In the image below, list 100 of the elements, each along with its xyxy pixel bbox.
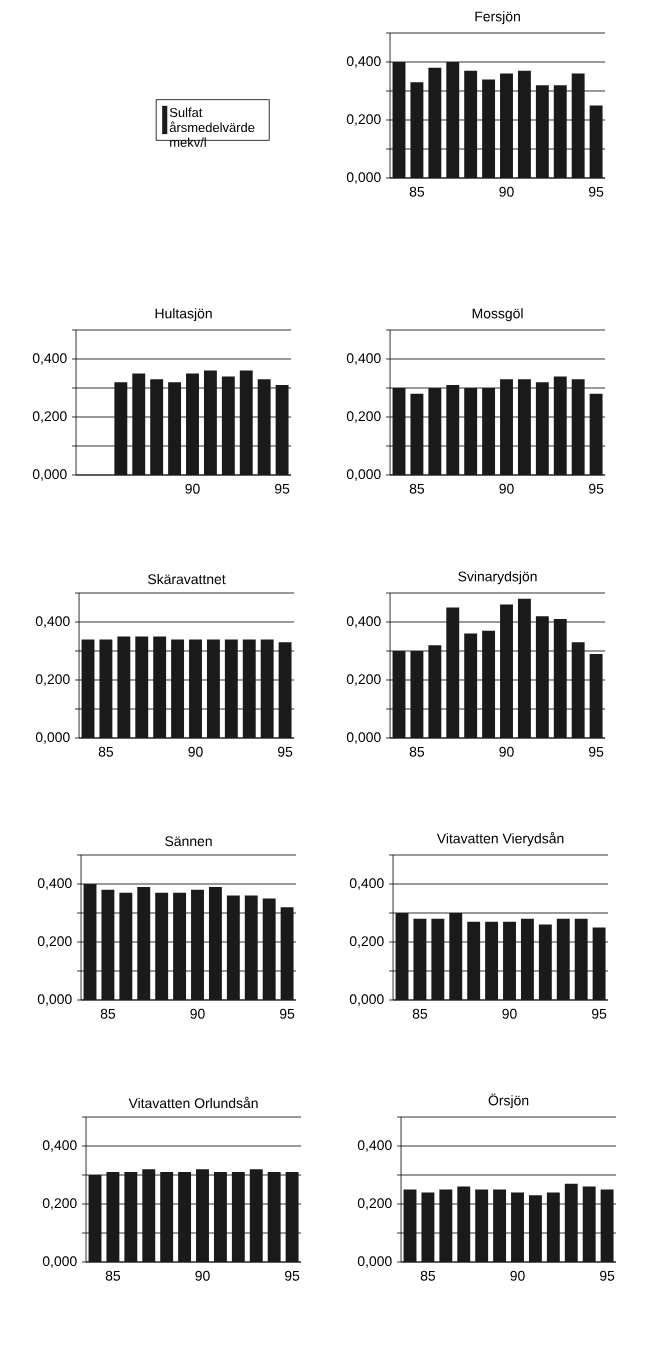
bar bbox=[428, 387, 442, 475]
x-tick-label: 90 bbox=[499, 746, 514, 757]
y-tick-label: 0,400 bbox=[37, 878, 72, 890]
bar bbox=[410, 82, 424, 178]
x-tick-label: 95 bbox=[279, 1008, 295, 1019]
bar bbox=[538, 924, 552, 1000]
bar bbox=[446, 385, 460, 475]
y-tick-label: 0,400 bbox=[346, 56, 381, 68]
bar bbox=[403, 1189, 417, 1262]
bar bbox=[482, 630, 496, 738]
bar bbox=[244, 895, 258, 1000]
x-tick-label: 85 bbox=[409, 483, 425, 494]
x-tick-label: 95 bbox=[591, 1008, 607, 1019]
bar bbox=[439, 1189, 453, 1262]
bar bbox=[410, 393, 424, 475]
bar bbox=[482, 79, 496, 178]
y-tick-label: 0,200 bbox=[37, 936, 72, 948]
bar bbox=[546, 1192, 560, 1262]
y-tick-label: 0,200 bbox=[32, 411, 67, 423]
chart-title: Skäravattnet bbox=[148, 573, 226, 585]
y-tick-label: 0,200 bbox=[42, 1198, 77, 1210]
bar bbox=[191, 889, 204, 1000]
bar bbox=[446, 61, 460, 178]
x-tick-label: 90 bbox=[499, 483, 514, 494]
bar bbox=[553, 376, 567, 475]
x-tick-label: 90 bbox=[190, 1008, 205, 1019]
y-tick-label: 0,400 bbox=[32, 353, 67, 365]
bar bbox=[493, 1189, 507, 1262]
bar bbox=[556, 918, 570, 1000]
bar bbox=[482, 387, 496, 475]
x-tick-label: 90 bbox=[502, 1008, 517, 1019]
x-tick-label: 90 bbox=[185, 483, 200, 494]
x-tick-label: 85 bbox=[412, 1008, 428, 1019]
bar bbox=[589, 393, 603, 475]
bar bbox=[500, 73, 513, 178]
bar bbox=[571, 73, 585, 178]
bar bbox=[413, 918, 427, 1000]
y-tick-label: 0,200 bbox=[357, 1198, 392, 1210]
x-tick-label: 95 bbox=[599, 1270, 615, 1281]
chart-title: Svinarydsjön bbox=[458, 571, 537, 585]
bar bbox=[410, 650, 424, 738]
bar bbox=[528, 1195, 542, 1262]
bar bbox=[589, 105, 603, 178]
bar bbox=[485, 921, 499, 1000]
bar bbox=[571, 642, 585, 738]
bar bbox=[395, 913, 409, 1000]
bar bbox=[392, 387, 406, 475]
y-tick-label: 0,400 bbox=[346, 353, 381, 365]
bar bbox=[428, 645, 442, 738]
x-tick-label: 85 bbox=[409, 746, 425, 757]
y-tick-label: 0,000 bbox=[32, 469, 67, 481]
y-tick-label: 0,200 bbox=[346, 114, 381, 126]
x-tick-label: 85 bbox=[98, 746, 114, 757]
bar bbox=[467, 921, 481, 1000]
bar bbox=[428, 67, 442, 178]
x-tick-label: 95 bbox=[588, 746, 604, 757]
bar bbox=[392, 650, 406, 738]
bar bbox=[449, 913, 463, 1000]
bar bbox=[101, 889, 115, 1000]
bar bbox=[592, 927, 606, 1000]
y-tick-label: 0,000 bbox=[42, 1256, 77, 1268]
chart-title: Sännen bbox=[165, 836, 212, 847]
bar bbox=[421, 1192, 435, 1262]
x-tick-label: 95 bbox=[588, 483, 604, 494]
bar bbox=[119, 892, 133, 1000]
y-tick-label: 0,400 bbox=[42, 1140, 77, 1152]
bar bbox=[83, 884, 97, 1000]
y-tick-label: 0,200 bbox=[346, 674, 381, 686]
bar bbox=[553, 619, 567, 738]
y-tick-label: 0,400 bbox=[35, 616, 70, 628]
bar bbox=[582, 1186, 596, 1262]
bar bbox=[553, 85, 567, 178]
bar bbox=[457, 1186, 471, 1262]
y-tick-label: 0,000 bbox=[346, 172, 381, 184]
x-tick-label: 90 bbox=[499, 186, 514, 197]
bar bbox=[280, 907, 294, 1000]
x-tick-label: 90 bbox=[510, 1270, 525, 1281]
chart-title: Vitavatten Vierydsån bbox=[436, 832, 564, 847]
x-tick-label: 85 bbox=[409, 186, 425, 197]
x-tick-label: 85 bbox=[100, 1008, 116, 1019]
x-tick-label: 85 bbox=[105, 1270, 121, 1281]
bar bbox=[500, 379, 513, 475]
bar bbox=[431, 918, 445, 1000]
x-tick-label: 95 bbox=[588, 186, 604, 197]
bar bbox=[589, 653, 603, 738]
chart-title: Mossgöl bbox=[472, 308, 523, 322]
bar bbox=[503, 921, 516, 1000]
bar bbox=[520, 918, 534, 1000]
x-tick-label: 90 bbox=[195, 1270, 210, 1281]
bar bbox=[208, 886, 222, 1000]
y-tick-label: 0,200 bbox=[35, 674, 70, 686]
bar bbox=[535, 85, 549, 178]
chart-title: Örsjön bbox=[488, 1093, 529, 1109]
bar bbox=[517, 598, 531, 738]
bar bbox=[535, 382, 549, 475]
x-tick-label: 95 bbox=[284, 1270, 300, 1281]
bar bbox=[155, 892, 169, 1000]
x-tick-label: 95 bbox=[277, 746, 293, 757]
x-tick-label: 90 bbox=[188, 746, 203, 757]
y-tick-label: 0,200 bbox=[346, 411, 381, 423]
